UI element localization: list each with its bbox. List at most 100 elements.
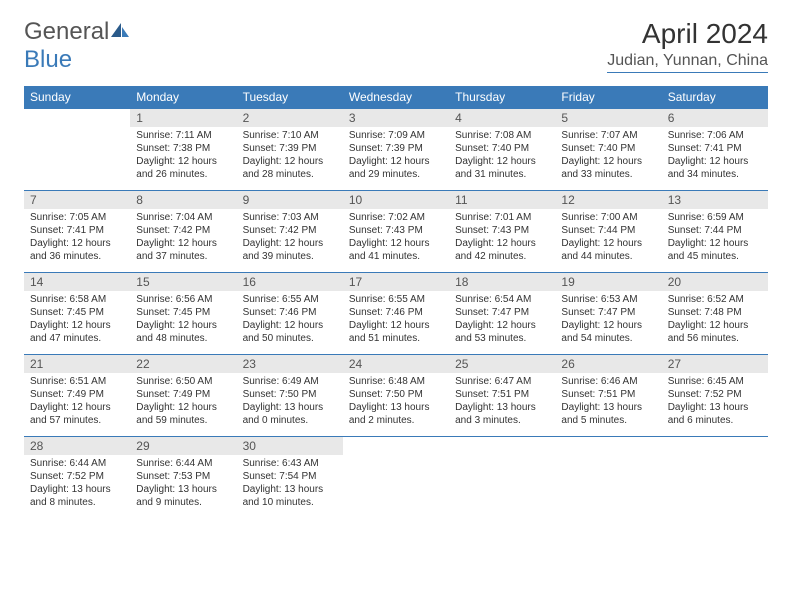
- weekday-header: Tuesday: [237, 86, 343, 109]
- day-number: 2: [237, 109, 343, 127]
- calendar-day-cell: 16Sunrise: 6:55 AMSunset: 7:46 PMDayligh…: [237, 273, 343, 355]
- day-number: 6: [662, 109, 768, 127]
- day-number: 15: [130, 273, 236, 291]
- day-number: 26: [555, 355, 661, 373]
- day-number: 4: [449, 109, 555, 127]
- day-number: 13: [662, 191, 768, 209]
- sunset-line: Sunset: 7:54 PM: [243, 470, 337, 483]
- day-details: Sunrise: 6:44 AMSunset: 7:53 PMDaylight:…: [130, 455, 236, 513]
- day-number: 16: [237, 273, 343, 291]
- daylight-line: Daylight: 12 hours and 41 minutes.: [349, 237, 443, 263]
- title-area: April 2024 Judian, Yunnan, China: [607, 18, 768, 73]
- day-number: 24: [343, 355, 449, 373]
- sunrise-line: Sunrise: 6:55 AM: [243, 293, 337, 306]
- daylight-line: Daylight: 12 hours and 28 minutes.: [243, 155, 337, 181]
- calendar-week-row: 7Sunrise: 7:05 AMSunset: 7:41 PMDaylight…: [24, 191, 768, 273]
- calendar-day-cell: 28Sunrise: 6:44 AMSunset: 7:52 PMDayligh…: [24, 437, 130, 519]
- day-number: 12: [555, 191, 661, 209]
- sunset-line: Sunset: 7:43 PM: [349, 224, 443, 237]
- calendar-day-cell: 21Sunrise: 6:51 AMSunset: 7:49 PMDayligh…: [24, 355, 130, 437]
- day-details: Sunrise: 7:06 AMSunset: 7:41 PMDaylight:…: [662, 127, 768, 185]
- sunset-line: Sunset: 7:41 PM: [30, 224, 124, 237]
- day-details: Sunrise: 7:04 AMSunset: 7:42 PMDaylight:…: [130, 209, 236, 267]
- sunrise-line: Sunrise: 6:54 AM: [455, 293, 549, 306]
- day-number: 18: [449, 273, 555, 291]
- weekday-header: Sunday: [24, 86, 130, 109]
- day-details: Sunrise: 6:46 AMSunset: 7:51 PMDaylight:…: [555, 373, 661, 431]
- daylight-line: Daylight: 12 hours and 42 minutes.: [455, 237, 549, 263]
- calendar-day-cell: 15Sunrise: 6:56 AMSunset: 7:45 PMDayligh…: [130, 273, 236, 355]
- sunrise-line: Sunrise: 7:00 AM: [561, 211, 655, 224]
- sunrise-line: Sunrise: 7:02 AM: [349, 211, 443, 224]
- day-details: Sunrise: 6:55 AMSunset: 7:46 PMDaylight:…: [237, 291, 343, 349]
- day-details: Sunrise: 7:05 AMSunset: 7:41 PMDaylight:…: [24, 209, 130, 267]
- sunset-line: Sunset: 7:53 PM: [136, 470, 230, 483]
- calendar-day-cell: 13Sunrise: 6:59 AMSunset: 7:44 PMDayligh…: [662, 191, 768, 273]
- sunset-line: Sunset: 7:39 PM: [349, 142, 443, 155]
- day-details: Sunrise: 6:43 AMSunset: 7:54 PMDaylight:…: [237, 455, 343, 513]
- daylight-line: Daylight: 12 hours and 59 minutes.: [136, 401, 230, 427]
- daylight-line: Daylight: 12 hours and 31 minutes.: [455, 155, 549, 181]
- sunset-line: Sunset: 7:46 PM: [243, 306, 337, 319]
- day-details: Sunrise: 6:48 AMSunset: 7:50 PMDaylight:…: [343, 373, 449, 431]
- logo-text: GeneralBlue: [24, 18, 131, 74]
- sunset-line: Sunset: 7:48 PM: [668, 306, 762, 319]
- weekday-header: Friday: [555, 86, 661, 109]
- daylight-line: Daylight: 12 hours and 44 minutes.: [561, 237, 655, 263]
- sunrise-line: Sunrise: 6:55 AM: [349, 293, 443, 306]
- calendar-day-cell: 11Sunrise: 7:01 AMSunset: 7:43 PMDayligh…: [449, 191, 555, 273]
- day-number: 30: [237, 437, 343, 455]
- sunset-line: Sunset: 7:40 PM: [455, 142, 549, 155]
- weekday-header: Saturday: [662, 86, 768, 109]
- daylight-line: Daylight: 12 hours and 37 minutes.: [136, 237, 230, 263]
- sunrise-line: Sunrise: 6:48 AM: [349, 375, 443, 388]
- calendar-day-cell: 27Sunrise: 6:45 AMSunset: 7:52 PMDayligh…: [662, 355, 768, 437]
- day-number: 28: [24, 437, 130, 455]
- day-number: 20: [662, 273, 768, 291]
- logo-text-general: General: [24, 18, 109, 45]
- day-details: Sunrise: 6:47 AMSunset: 7:51 PMDaylight:…: [449, 373, 555, 431]
- sunset-line: Sunset: 7:38 PM: [136, 142, 230, 155]
- day-details: Sunrise: 6:45 AMSunset: 7:52 PMDaylight:…: [662, 373, 768, 431]
- calendar-day-cell: 12Sunrise: 7:00 AMSunset: 7:44 PMDayligh…: [555, 191, 661, 273]
- day-number: 25: [449, 355, 555, 373]
- calendar-day-cell: 26Sunrise: 6:46 AMSunset: 7:51 PMDayligh…: [555, 355, 661, 437]
- day-number: 7: [24, 191, 130, 209]
- sunrise-line: Sunrise: 6:47 AM: [455, 375, 549, 388]
- daylight-line: Daylight: 12 hours and 48 minutes.: [136, 319, 230, 345]
- sunrise-line: Sunrise: 6:45 AM: [668, 375, 762, 388]
- page-title: April 2024: [607, 18, 768, 50]
- sunrise-line: Sunrise: 6:51 AM: [30, 375, 124, 388]
- calendar-day-cell: 18Sunrise: 6:54 AMSunset: 7:47 PMDayligh…: [449, 273, 555, 355]
- day-details: Sunrise: 6:50 AMSunset: 7:49 PMDaylight:…: [130, 373, 236, 431]
- calendar-day-cell: 23Sunrise: 6:49 AMSunset: 7:50 PMDayligh…: [237, 355, 343, 437]
- sunrise-line: Sunrise: 6:52 AM: [668, 293, 762, 306]
- day-number: 19: [555, 273, 661, 291]
- day-details: Sunrise: 6:56 AMSunset: 7:45 PMDaylight:…: [130, 291, 236, 349]
- day-details: Sunrise: 6:51 AMSunset: 7:49 PMDaylight:…: [24, 373, 130, 431]
- sunrise-line: Sunrise: 6:44 AM: [136, 457, 230, 470]
- day-number: 23: [237, 355, 343, 373]
- day-details: Sunrise: 6:54 AMSunset: 7:47 PMDaylight:…: [449, 291, 555, 349]
- sunset-line: Sunset: 7:52 PM: [30, 470, 124, 483]
- logo: GeneralBlue: [24, 18, 131, 74]
- sunset-line: Sunset: 7:39 PM: [243, 142, 337, 155]
- daylight-line: Daylight: 12 hours and 47 minutes.: [30, 319, 124, 345]
- calendar-day-cell: 8Sunrise: 7:04 AMSunset: 7:42 PMDaylight…: [130, 191, 236, 273]
- day-number: 21: [24, 355, 130, 373]
- daylight-line: Daylight: 12 hours and 57 minutes.: [30, 401, 124, 427]
- calendar-day-cell: 24Sunrise: 6:48 AMSunset: 7:50 PMDayligh…: [343, 355, 449, 437]
- day-details: Sunrise: 6:59 AMSunset: 7:44 PMDaylight:…: [662, 209, 768, 267]
- day-number: 11: [449, 191, 555, 209]
- calendar-day-cell: 25Sunrise: 6:47 AMSunset: 7:51 PMDayligh…: [449, 355, 555, 437]
- sunset-line: Sunset: 7:50 PM: [349, 388, 443, 401]
- calendar-day-cell: 20Sunrise: 6:52 AMSunset: 7:48 PMDayligh…: [662, 273, 768, 355]
- sunset-line: Sunset: 7:51 PM: [561, 388, 655, 401]
- calendar-day-cell: [24, 109, 130, 191]
- sunrise-line: Sunrise: 7:07 AM: [561, 129, 655, 142]
- daylight-line: Daylight: 12 hours and 50 minutes.: [243, 319, 337, 345]
- sunset-line: Sunset: 7:49 PM: [30, 388, 124, 401]
- daylight-line: Daylight: 12 hours and 39 minutes.: [243, 237, 337, 263]
- calendar-day-cell: 22Sunrise: 6:50 AMSunset: 7:49 PMDayligh…: [130, 355, 236, 437]
- sunset-line: Sunset: 7:47 PM: [561, 306, 655, 319]
